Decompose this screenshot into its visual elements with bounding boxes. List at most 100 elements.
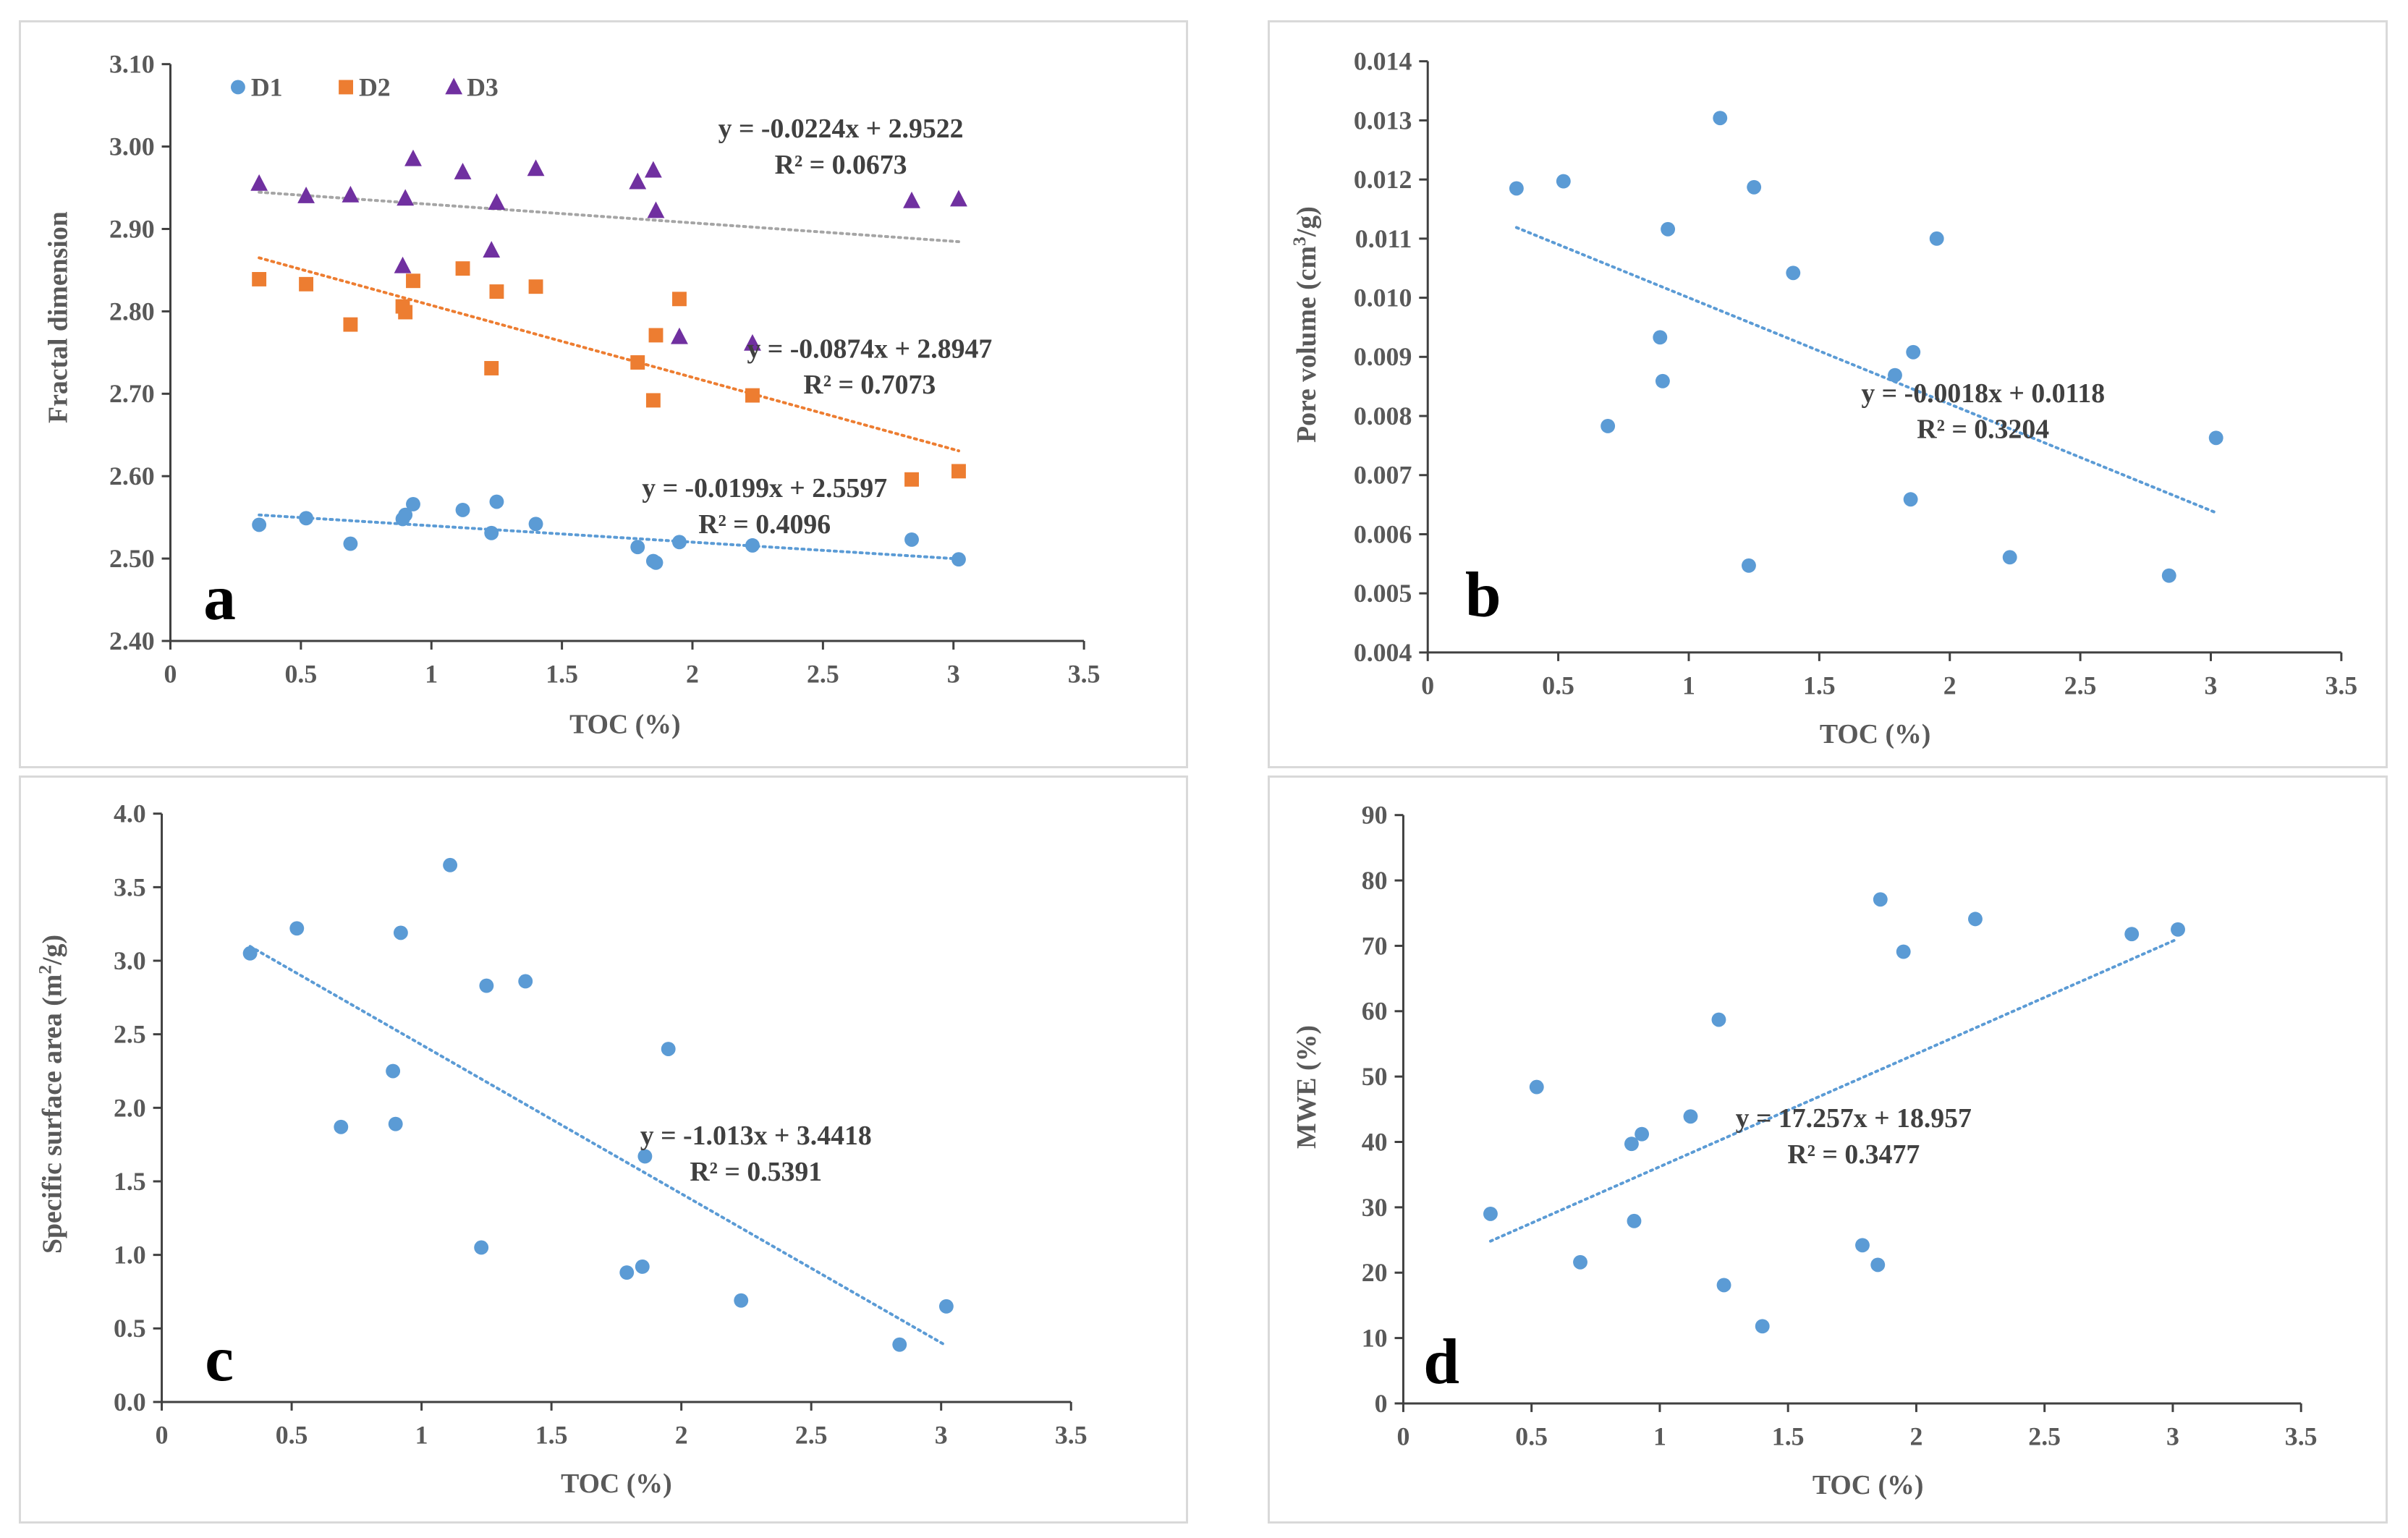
trend-r2-d2: R² = 0.7073: [803, 370, 936, 400]
panel-label: a: [203, 562, 236, 634]
x-tick-label: 3.5: [2285, 1422, 2318, 1451]
chart-b-svg: 0.004 0.005 0.006 0.007 0.008 0.009 0.010 0.011…: [1289, 47, 2357, 750]
data-point-d1: [489, 494, 504, 509]
x-tick-label: 0: [156, 1421, 169, 1450]
data-point-specific-surface-area: [734, 1293, 749, 1308]
chart-panel-c: 0.0 0.5 1.0 1.5 2.0 2.5 3.0 3.5 4.0 0 0.5 1 1.5 2 2.5 3…: [19, 776, 1188, 1524]
data-point-mwe: [1870, 1257, 1886, 1273]
data-point-d2: [672, 292, 687, 307]
data-point-specific-surface-area: [635, 1259, 650, 1274]
data-point-d2: [951, 464, 966, 479]
data-point-d1: [904, 532, 919, 547]
data-point-mwe: [1855, 1238, 1870, 1253]
data-point-d1: [648, 555, 664, 570]
trendline-d2: [258, 256, 960, 453]
legend-marker-d1: [231, 80, 245, 95]
data-point-d2: [484, 361, 499, 375]
y-tick-label: 2.60: [109, 462, 155, 490]
data-point-d1: [343, 536, 358, 551]
x-tick-label: 2: [675, 1421, 688, 1450]
data-point-d2: [645, 393, 661, 408]
data-point-mwe: [1483, 1206, 1498, 1221]
data-point-d1: [672, 535, 687, 550]
panel-label: d: [1423, 1326, 1459, 1398]
data-point-d1: [745, 538, 760, 553]
data-point-pore-volume: [1903, 492, 1918, 507]
data-point-d3: [527, 159, 545, 177]
y-tick-label: 2.5: [114, 1020, 146, 1049]
data-point-d3: [483, 241, 501, 258]
x-tick-label: 0: [1421, 671, 1434, 700]
legend-label-d3: D3: [467, 72, 499, 101]
data-point-mwe: [1573, 1254, 1587, 1270]
chart-panel-a: 2.40 2.50 2.60 2.70 2.80 2.90 3.00 3.10 0 0.5 1 1.5…: [19, 20, 1188, 768]
x-tick-label: 0: [1396, 1422, 1409, 1451]
data-point-d2: [904, 472, 919, 487]
y-tick-label: 2.0: [114, 1093, 146, 1122]
data-point-specific-surface-area: [386, 1063, 401, 1079]
y-tick-label: 0.010: [1354, 284, 1412, 313]
data-point-pore-volume: [1655, 373, 1670, 388]
x-tick-label: 3: [935, 1421, 948, 1450]
trend-equation: y = -0.0018x + 0.0118: [1861, 378, 2105, 409]
x-tick-label: 2: [686, 660, 699, 689]
data-point-mwe: [1683, 1109, 1698, 1124]
x-tick-label: 0.5: [276, 1421, 308, 1450]
data-point-mwe: [2171, 922, 2185, 937]
data-point-specific-surface-area: [518, 974, 533, 989]
chart-a-svg: 2.40 2.50 2.60 2.70 2.80 2.90 3.00 3.10 0 0.5 1 1.5…: [43, 50, 1101, 740]
data-point-d2: [343, 317, 358, 332]
y-tick-label: 1.0: [114, 1241, 146, 1270]
x-tick-label: 2.5: [807, 660, 839, 689]
data-point-d1: [951, 552, 966, 567]
y-tick-label: 0.014: [1354, 47, 1412, 76]
data-point-mwe: [1711, 1012, 1726, 1027]
y-tick-label: 80: [1362, 866, 1388, 895]
x-tick-label: 3.5: [1068, 660, 1101, 689]
chart-c-svg: 0.0 0.5 1.0 1.5 2.0 2.5 3.0 3.5 4.0 0 0.5 1 1.5 2 2.5 3…: [34, 799, 1087, 1500]
data-point-d1: [252, 517, 267, 532]
y-tick-label: 2.80: [109, 297, 155, 326]
data-point-d1: [630, 540, 645, 555]
data-point-mwe: [1624, 1136, 1639, 1152]
data-point-d1: [455, 502, 470, 517]
legend-label-d2: D2: [359, 72, 391, 101]
data-point-mwe: [1627, 1213, 1642, 1228]
data-point-mwe: [1968, 912, 1983, 927]
x-tick-label: 1.5: [1803, 671, 1836, 700]
data-point-specific-surface-area: [388, 1116, 403, 1131]
x-tick-label: 2.5: [2028, 1422, 2061, 1451]
data-point-d3: [394, 256, 412, 273]
data-point-mwe: [1529, 1079, 1544, 1095]
trend-equation: y = 17.257x + 18.957: [1736, 1103, 1972, 1134]
data-point-pore-volume: [1786, 265, 1801, 281]
trend-r2-d3: R² = 0.0673: [775, 150, 907, 180]
y-tick-label: 0.012: [1354, 165, 1412, 194]
y-tick-label: 70: [1362, 931, 1388, 960]
data-point-pore-volume: [2002, 550, 2017, 565]
data-point-mwe: [1873, 892, 1888, 907]
data-point-d3: [397, 189, 415, 206]
data-point-mwe: [1635, 1126, 1650, 1142]
data-point-pore-volume: [1661, 221, 1676, 237]
data-point-specific-surface-area: [619, 1265, 635, 1280]
x-tick-label: 2.5: [795, 1421, 828, 1450]
data-point-d3: [744, 333, 761, 351]
y-axis-title: Specific surface area (m2/g): [34, 935, 67, 1254]
y-tick-label: 0.5: [114, 1314, 146, 1343]
x-axis-title: TOC (%): [1820, 719, 1931, 749]
data-point-mwe: [1755, 1319, 1770, 1334]
data-point-d3: [342, 185, 360, 203]
data-point-d2: [528, 279, 543, 294]
x-tick-label: 2: [1909, 1422, 1922, 1451]
data-point-pore-volume: [1742, 558, 1756, 573]
trendline-specific-surface-area: [248, 945, 948, 1348]
y-tick-label: 0.011: [1355, 224, 1412, 253]
data-point-d3: [903, 191, 920, 208]
legend-marker-d3: [445, 77, 463, 95]
data-point-d1: [484, 525, 499, 540]
data-point-d3: [404, 149, 422, 166]
data-point-d2: [630, 355, 645, 370]
data-point-d2: [489, 284, 504, 299]
x-tick-label: 2.5: [2064, 671, 2097, 700]
